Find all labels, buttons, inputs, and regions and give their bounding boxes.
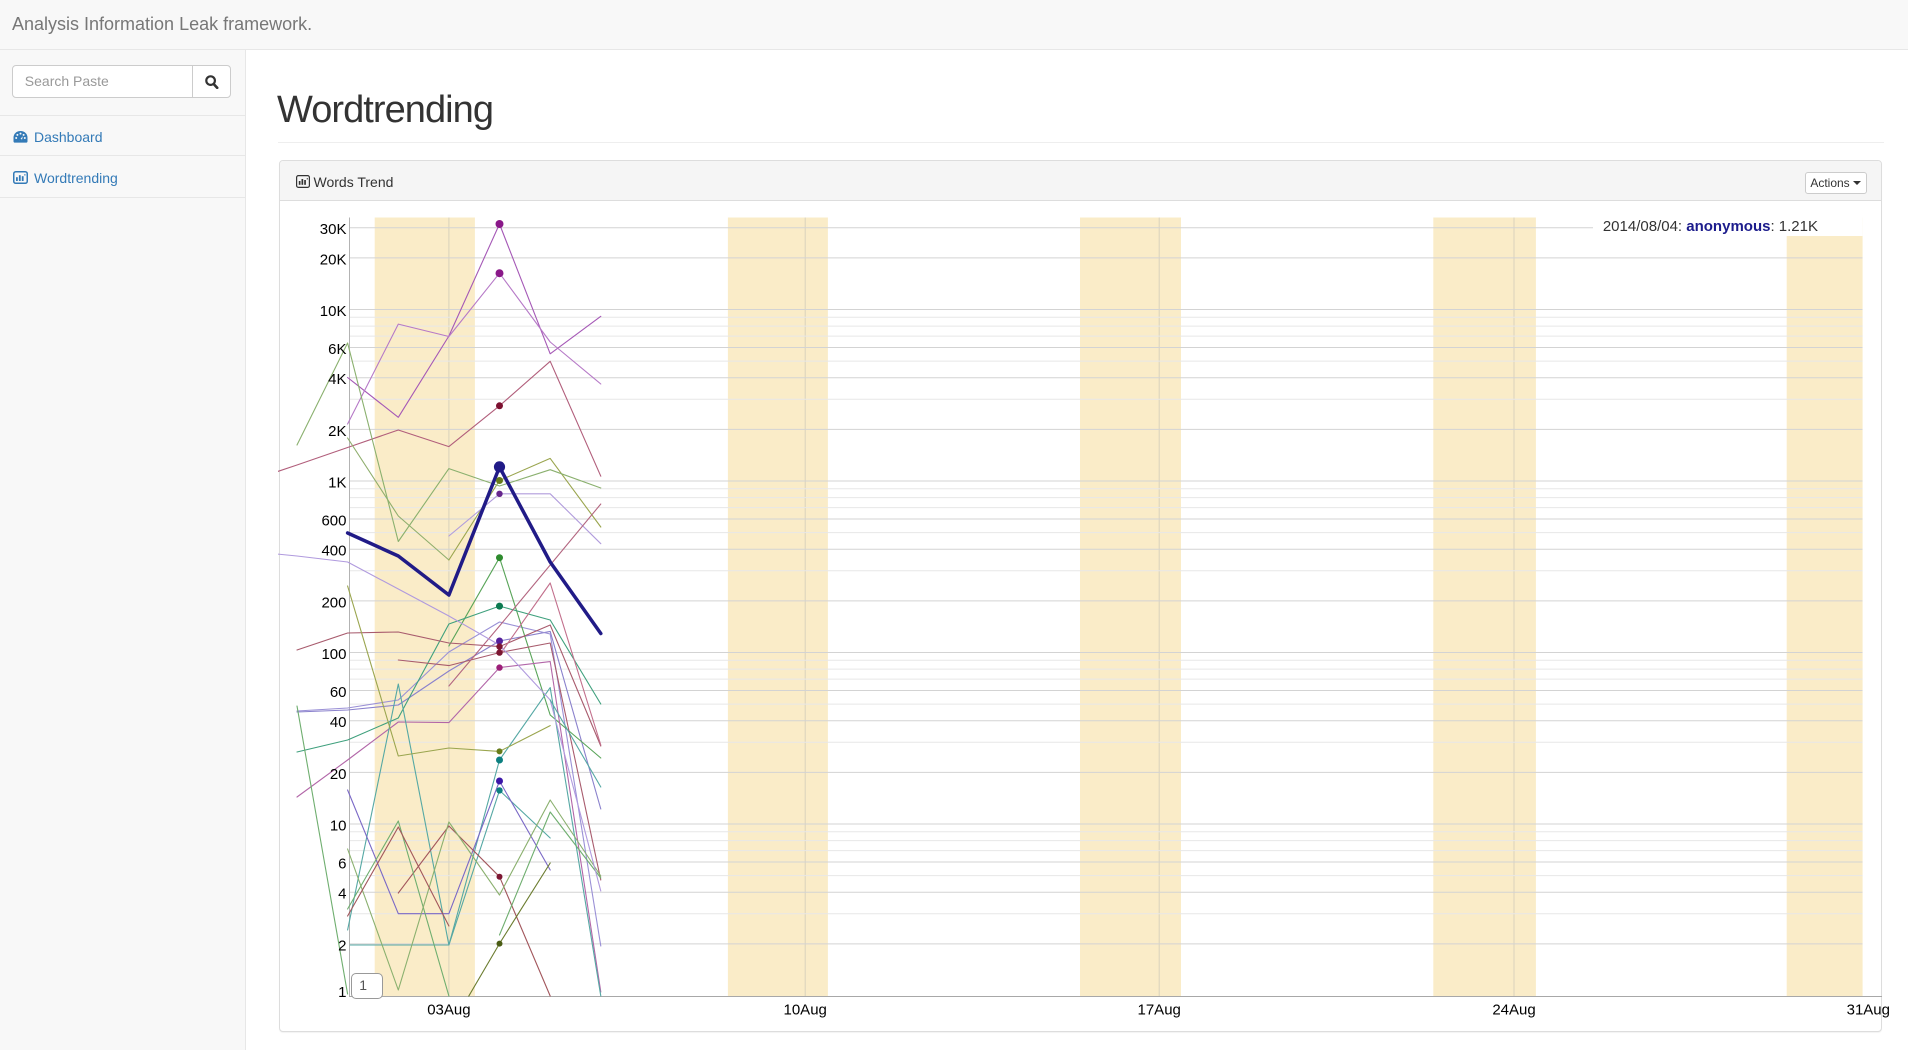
svg-text:100: 100 <box>321 646 346 663</box>
svg-text:10K: 10K <box>320 303 347 320</box>
svg-text:20K: 20K <box>320 251 347 268</box>
svg-text:10: 10 <box>330 818 347 835</box>
svg-text:2: 2 <box>338 937 346 954</box>
svg-text:400: 400 <box>321 543 346 560</box>
svg-text:600: 600 <box>321 513 346 530</box>
svg-text:24Aug: 24Aug <box>1492 1002 1535 1019</box>
svg-text:17Aug: 17Aug <box>1138 1002 1181 1019</box>
svg-text:10Aug: 10Aug <box>784 1002 827 1019</box>
svg-text:6K: 6K <box>328 341 346 358</box>
svg-text:4K: 4K <box>328 371 346 388</box>
svg-text:1K: 1K <box>328 475 346 492</box>
svg-text:60: 60 <box>330 684 347 701</box>
svg-text:200: 200 <box>321 594 346 611</box>
svg-text:20: 20 <box>330 766 347 783</box>
svg-text:2014/08/04: anonymous: 1.21K: 2014/08/04: anonymous: 1.21K <box>1603 218 1818 235</box>
svg-text:6: 6 <box>338 856 346 873</box>
svg-text:2K: 2K <box>328 423 346 440</box>
svg-text:03Aug: 03Aug <box>427 1002 470 1019</box>
svg-text:40: 40 <box>330 714 347 731</box>
svg-text:31Aug: 31Aug <box>1847 1002 1890 1019</box>
svg-text:4: 4 <box>338 886 346 903</box>
svg-text:1: 1 <box>338 984 346 1001</box>
svg-text:30K: 30K <box>320 221 347 238</box>
